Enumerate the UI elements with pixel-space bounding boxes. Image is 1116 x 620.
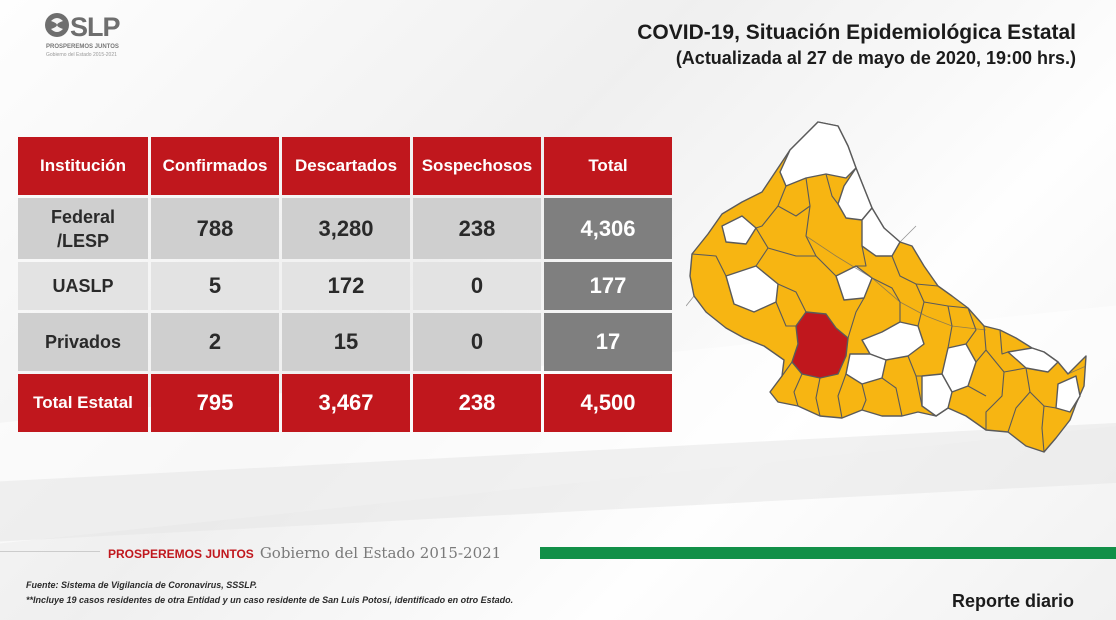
title-date: (Actualizada al 27 de mayo de 2020, 19:0… [675, 48, 1076, 68]
cell-descartados: 172 [282, 262, 410, 310]
cell-descartados: 15 [282, 313, 410, 371]
cell-confirmados: 5 [151, 262, 279, 310]
federal-label: Federal /LESP [50, 206, 116, 251]
cell-institucion: Total Estatal [18, 374, 148, 432]
table-total-row: Total Estatal 795 3,467 238 4,500 [18, 374, 672, 432]
municipal-borders [691, 171, 1057, 453]
source-text: Fuente: Sistema de Vigilancia de Coronav… [26, 580, 258, 590]
footnote-text: **Incluye 19 casos residentes de otra En… [26, 595, 514, 605]
report-label: Reporte diario [951, 591, 1074, 611]
logo-subtitle-2: Gobierno del Estado 2015-2021 [46, 52, 117, 58]
page-title: COVID-19, Situación Epidemiológica Estat… [637, 20, 1076, 70]
municipalities [686, 121, 1087, 453]
footer-brand: PROSPEREMOS JUNTOS Gobierno del Estado 2… [108, 544, 501, 562]
cell-confirmados: 788 [151, 198, 279, 259]
cell-descartados: 3,467 [282, 374, 410, 432]
state-outline [689, 121, 1087, 453]
header-confirmados: Confirmados [151, 137, 279, 195]
slp-logo: SLP PROSPEREMOS JUNTOS Gobierno del Esta… [44, 10, 136, 66]
cell-sospechosos: 0 [413, 313, 541, 371]
cell-total: 177 [544, 262, 672, 310]
cell-total: 17 [544, 313, 672, 371]
header-sospechosos: Sospechosos [413, 137, 541, 195]
cell-sospechosos: 238 [413, 374, 541, 432]
cell-sospechosos: 238 [413, 198, 541, 259]
cell-institucion: Privados [18, 313, 148, 371]
roads [686, 225, 1087, 375]
state-map [686, 121, 1087, 453]
cell-sospechosos: 0 [413, 262, 541, 310]
municipality-unaffected [1055, 375, 1081, 413]
header-total: Total [544, 137, 672, 195]
title-main: COVID-19, Situación Epidemiológica Estat… [637, 21, 1076, 44]
municipality-unaffected [721, 215, 757, 245]
cell-total: 4,500 [544, 374, 672, 432]
cell-institucion: Federal /LESP [18, 198, 148, 259]
cell-confirmados: 2 [151, 313, 279, 371]
cases-table: Institución Confirmados Descartados Sosp… [15, 134, 675, 435]
table-row: UASLP 5 172 0 177 [18, 262, 672, 310]
header-institucion: Institución [18, 137, 148, 195]
cell-institucion: UASLP [18, 262, 148, 310]
municipality-highlight [791, 311, 849, 379]
cell-confirmados: 795 [151, 374, 279, 432]
municipality-unaffected [861, 207, 901, 257]
municipality-unaffected [837, 167, 873, 221]
brand-slogan: PROSPEREMOS JUNTOS [108, 547, 254, 561]
green-bar [540, 547, 1116, 559]
table-row: Privados 2 15 0 17 [18, 313, 672, 371]
table-row: Federal /LESP 788 3,280 238 4,306 [18, 198, 672, 259]
logo-text: SLP [70, 12, 121, 42]
slp-logo-icon [45, 13, 69, 37]
cell-total: 4,306 [544, 198, 672, 259]
logo-subtitle: PROSPEREMOS JUNTOS [46, 44, 119, 50]
source-notes: Fuente: Sistema de Vigilancia de Coronav… [26, 578, 513, 608]
footer-divider [0, 551, 100, 552]
brand-government: Gobierno del Estado 2015-2021 [259, 544, 502, 562]
header-descartados: Descartados [282, 137, 410, 195]
cell-descartados: 3,280 [282, 198, 410, 259]
table-header-row: Institución Confirmados Descartados Sosp… [18, 137, 672, 195]
municipality-unaffected [835, 265, 873, 301]
